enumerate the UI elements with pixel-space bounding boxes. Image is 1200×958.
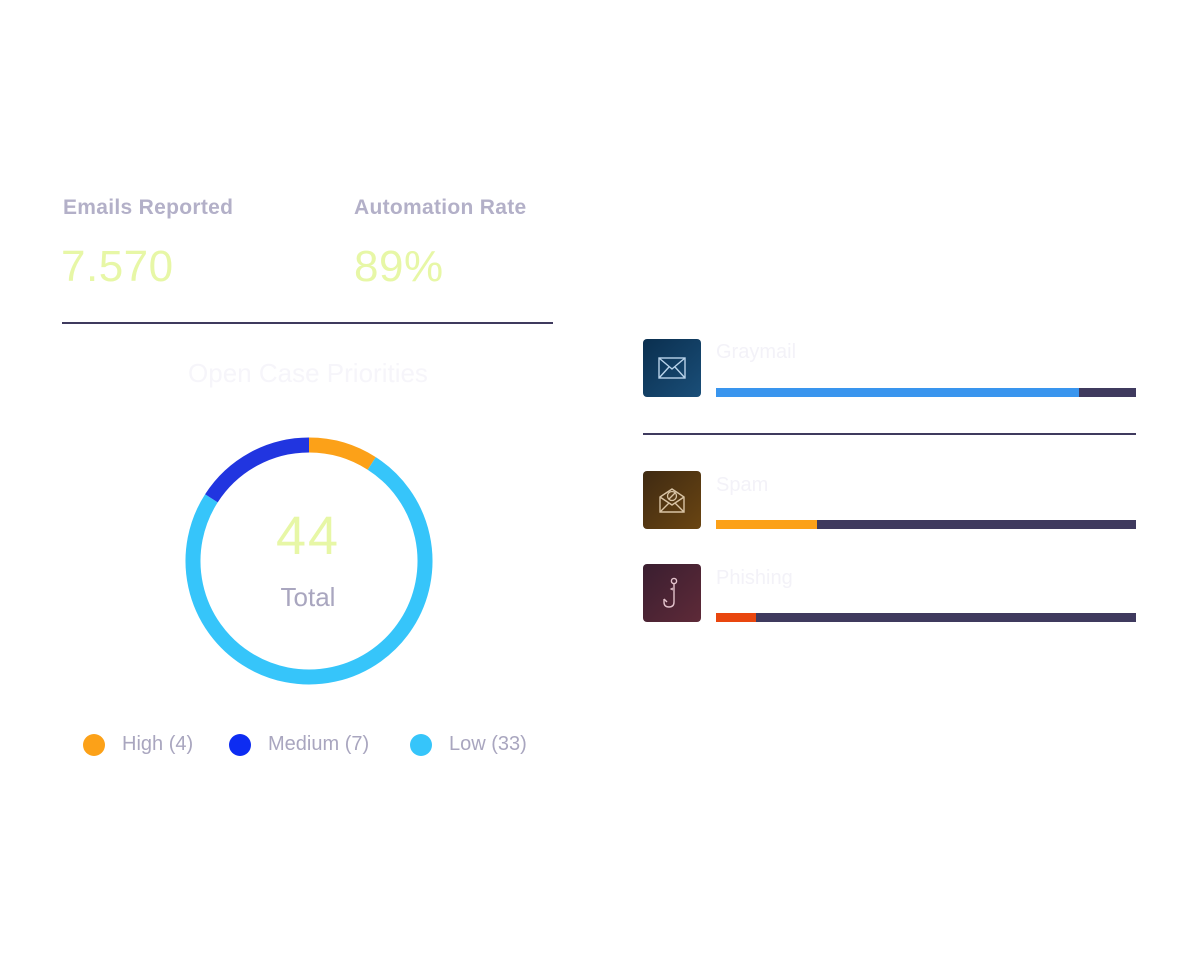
phishing-bar (716, 613, 1136, 622)
phishing-label: Phishing (716, 567, 793, 589)
stats-divider (62, 322, 553, 324)
donut-total-label: Total (280, 582, 336, 612)
graymail-bar-fill (716, 388, 1080, 397)
phishing-bar-fill (716, 613, 756, 622)
spam-bar (716, 520, 1136, 529)
graymail-icon-tile (643, 339, 701, 397)
automation-rate-value: 89% (354, 242, 444, 291)
phishing-icon-tile (643, 564, 701, 622)
spam-label: Spam (716, 474, 769, 496)
emails-reported-label: Emails Reported (63, 196, 234, 219)
priorities-donut-chart (185, 437, 433, 685)
graymail-label: Graymail (716, 341, 797, 363)
emails-reported-value: 7.570 (61, 242, 174, 291)
legend-item-medium: Medium (7) (229, 733, 369, 756)
donut-segment-low (185, 457, 433, 685)
envelope-icon (658, 357, 686, 379)
fishhook-icon (663, 577, 678, 608)
automation-rate-label: Automation Rate (354, 196, 527, 219)
spam-envelope-icon (659, 488, 685, 513)
donut-segment-high (308, 437, 376, 470)
legend-label-low: Low (33) (449, 733, 527, 755)
spam-icon-tile (643, 471, 701, 529)
legend-label-medium: Medium (7) (268, 733, 370, 755)
priorities-title: Open Case Priorities (188, 358, 428, 388)
spam-bar-fill (716, 520, 817, 529)
legend-label-high: High (4) (122, 733, 194, 755)
donut-total-value: 44 (275, 506, 341, 566)
legend-item-high: High (4) (83, 733, 193, 756)
graymail-bar (716, 388, 1136, 397)
category-divider (643, 433, 1136, 435)
donut-segment-medium (205, 437, 310, 503)
legend-item-low: Low (33) (410, 733, 527, 756)
legend-dot-low (410, 733, 432, 756)
legend-dot-medium (229, 733, 251, 756)
legend-dot-high (83, 733, 105, 756)
